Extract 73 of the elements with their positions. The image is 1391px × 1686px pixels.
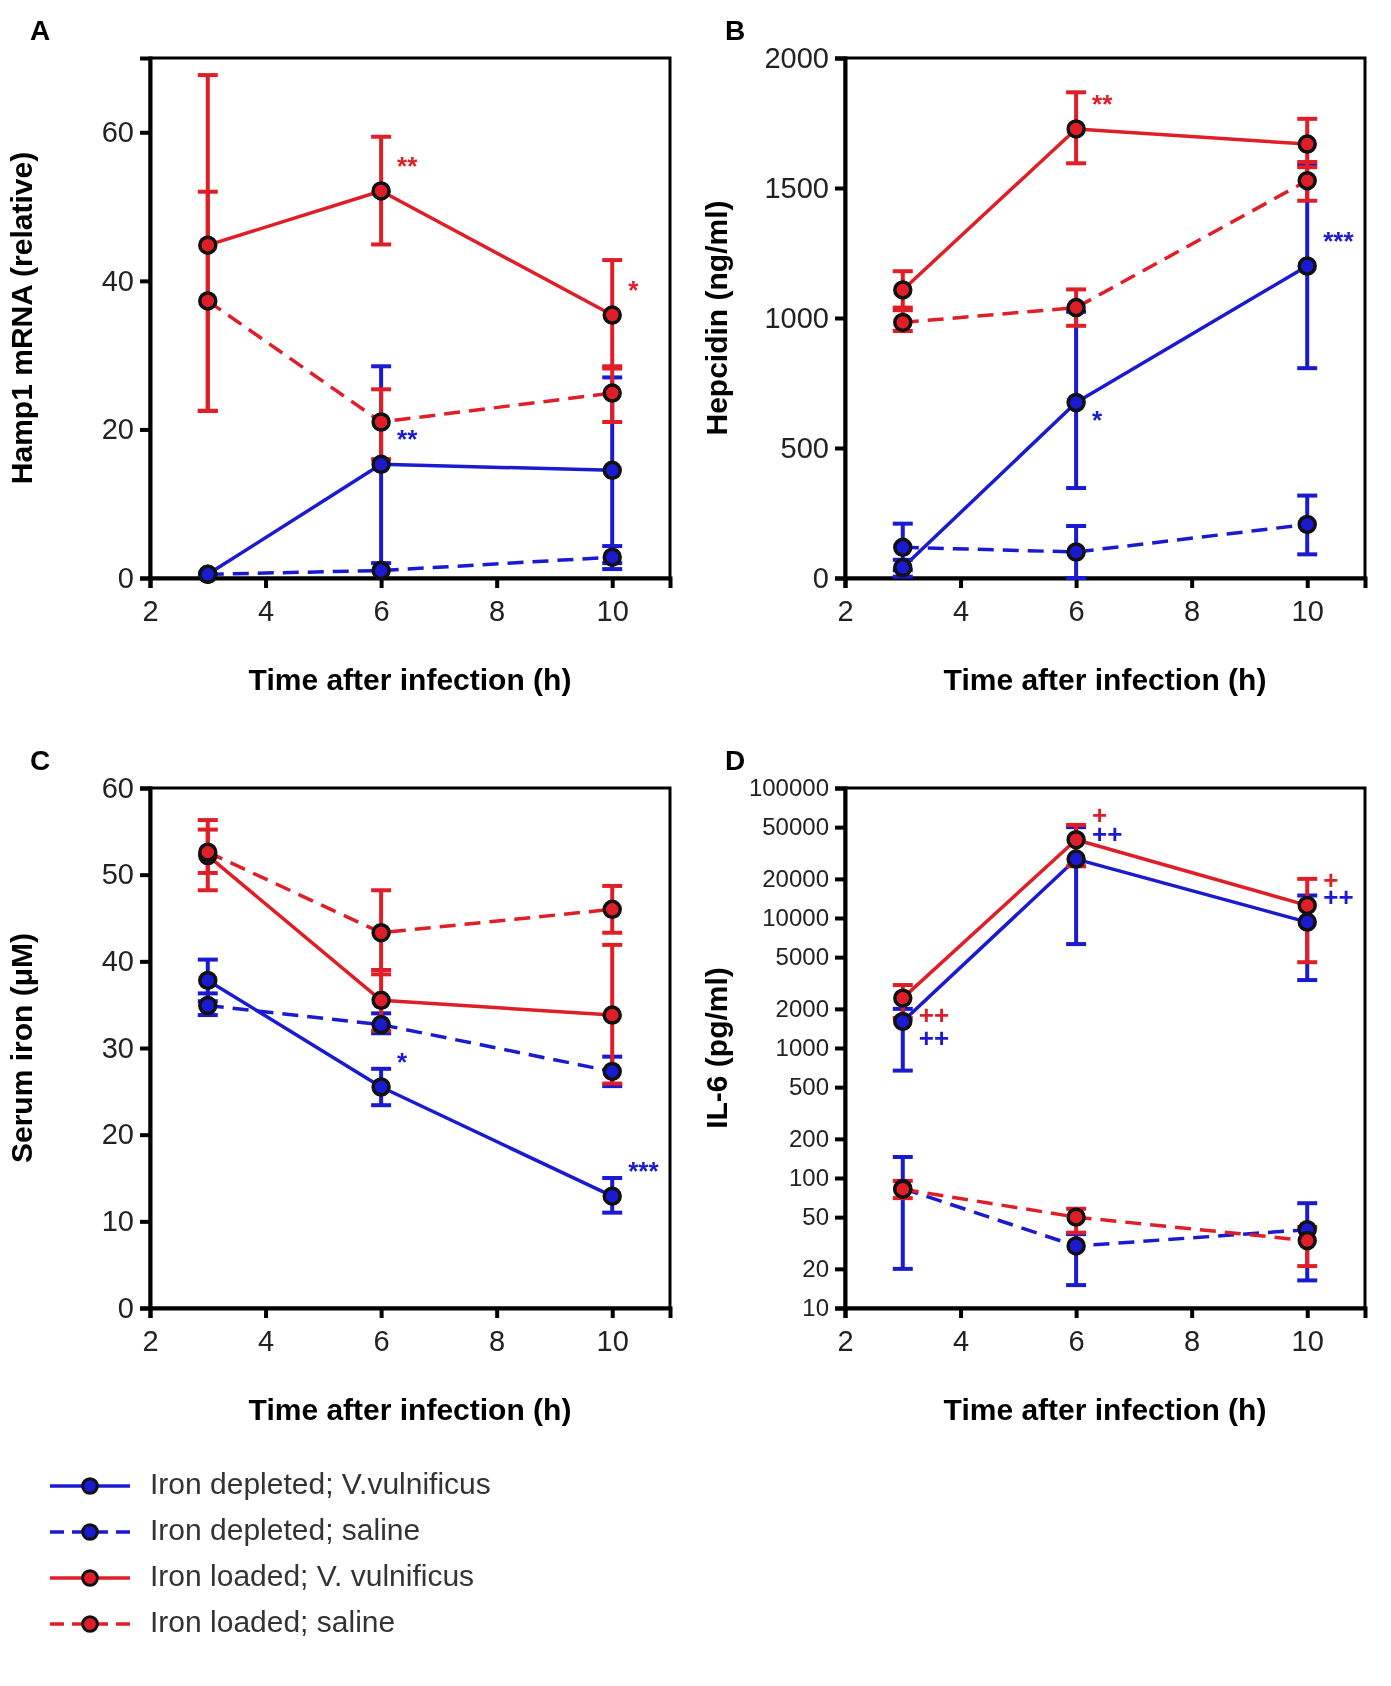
x-tick-label: 6 (373, 594, 390, 627)
y-tick-label: 50000 (762, 813, 829, 841)
annotation: ** (397, 424, 419, 455)
x-tick-label: 10 (596, 1324, 629, 1357)
y-tick-label: 100000 (748, 774, 829, 802)
x-tick-label: 8 (1184, 1324, 1201, 1357)
y-tick-label: 100 (788, 1164, 829, 1192)
x-tick-label: 10 (1291, 594, 1324, 627)
y-tick-label: 50 (101, 858, 134, 891)
x-axis-title: Time after infection (h) (943, 663, 1267, 696)
chart-title: D (725, 745, 746, 776)
chart-title: B (725, 15, 746, 46)
x-axis-title: Time after infection (h) (943, 1393, 1267, 1426)
y-tick-label: 2000 (764, 41, 829, 74)
y-tick-label: 20 (101, 413, 134, 446)
x-tick-label: 2 (837, 594, 854, 627)
x-tick-label: 10 (1291, 1324, 1324, 1357)
annotation: ** (1092, 88, 1114, 119)
y-tick-label: 200 (788, 1125, 829, 1153)
y-tick-label: 0 (117, 1291, 134, 1324)
y-tick-label: 50 (802, 1203, 829, 1231)
chart-title: A (30, 15, 51, 46)
annotation: * (397, 1047, 409, 1077)
y-tick-label: 10 (101, 1205, 134, 1238)
y-tick-label: 40 (101, 264, 134, 297)
y-tick-label: 40 (101, 945, 134, 978)
y-tick-label: 5000 (775, 943, 829, 971)
chart-title: C (30, 745, 51, 776)
y-tick-label: 2000 (775, 995, 829, 1023)
x-tick-label: 2 (142, 1324, 159, 1357)
y-tick-label: 30 (101, 1031, 134, 1064)
y-axis-title: IL-6 (pg/ml) (700, 967, 733, 1129)
y-tick-label: 1500 (764, 171, 829, 204)
y-tick-label: 0 (812, 561, 829, 594)
x-tick-label: 4 (952, 1324, 970, 1357)
legend-label: Iron loaded; V. vulnificus (150, 1558, 475, 1592)
x-tick-label: 6 (1068, 1324, 1085, 1357)
annotation: * (628, 275, 640, 306)
x-tick-label: 4 (257, 594, 275, 627)
legend-label: Iron depleted; saline (150, 1512, 421, 1546)
legend-label: Iron depleted; V.vulnificus (150, 1466, 491, 1500)
y-tick-label: 0 (117, 561, 134, 594)
x-tick-label: 8 (489, 594, 506, 627)
x-tick-label: 4 (257, 1324, 275, 1357)
y-tick-label: 20000 (762, 865, 829, 893)
y-tick-label: 60 (101, 771, 134, 804)
x-tick-label: 6 (373, 1324, 390, 1357)
y-axis-title: Serum iron (μM) (5, 932, 38, 1164)
x-tick-label: 2 (837, 1324, 854, 1357)
x-tick-label: 8 (489, 1324, 506, 1357)
legend-label: Iron loaded; saline (150, 1604, 396, 1638)
x-axis-title: Time after infection (h) (248, 663, 572, 696)
y-tick-label: 1000 (775, 1034, 829, 1062)
y-tick-label: 10 (802, 1294, 829, 1322)
annotation: *** (628, 1156, 660, 1187)
x-tick-label: 10 (596, 594, 629, 627)
y-tick-label: 500 (788, 1073, 829, 1101)
annotation: *** (1323, 226, 1355, 256)
y-tick-label: 60 (101, 116, 134, 149)
annotation: ** (397, 150, 419, 181)
x-tick-label: 8 (1184, 594, 1201, 627)
x-axis-title: Time after infection (h) (248, 1393, 572, 1426)
y-tick-label: 500 (780, 431, 829, 464)
annotation: * (1092, 404, 1104, 435)
y-axis-title: Hepcidin (ng/ml) (700, 200, 733, 436)
y-tick-label: 20 (101, 1118, 134, 1151)
y-tick-label: 20 (802, 1255, 829, 1283)
y-tick-label: 1000 (764, 301, 829, 334)
x-tick-label: 6 (1068, 594, 1085, 627)
x-tick-label: 4 (952, 594, 970, 627)
y-tick-label: 10000 (762, 904, 829, 932)
y-axis-title: Hamp1 mRNA (relative) (5, 151, 38, 485)
x-tick-label: 2 (142, 594, 159, 627)
